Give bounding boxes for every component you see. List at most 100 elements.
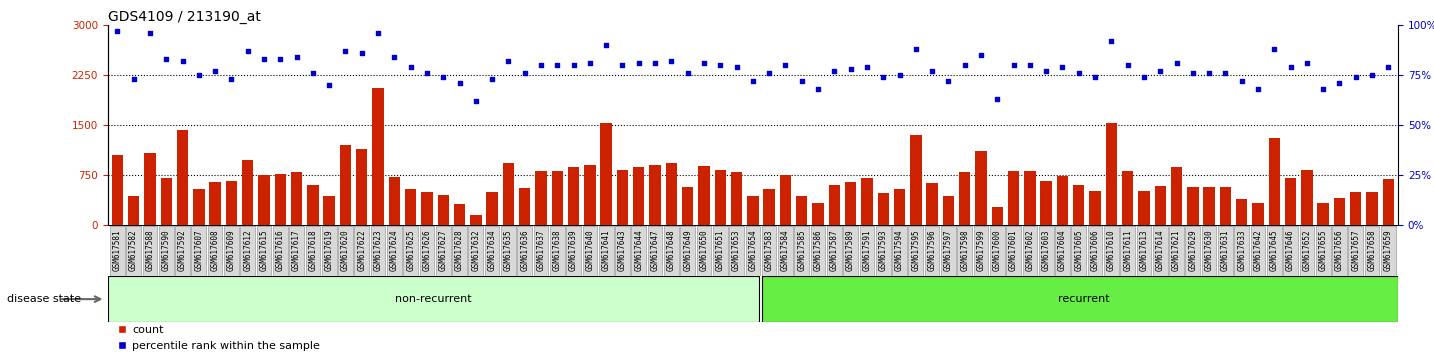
FancyBboxPatch shape xyxy=(436,226,450,276)
FancyBboxPatch shape xyxy=(566,226,581,276)
FancyBboxPatch shape xyxy=(1250,226,1265,276)
Bar xyxy=(108,276,760,322)
Text: GSM617655: GSM617655 xyxy=(1319,230,1328,271)
Bar xyxy=(942,196,954,225)
Bar xyxy=(373,88,384,225)
Text: GSM617592: GSM617592 xyxy=(178,230,186,271)
Text: GSM617593: GSM617593 xyxy=(879,230,888,271)
Text: GSM617583: GSM617583 xyxy=(764,230,774,271)
FancyBboxPatch shape xyxy=(126,226,141,276)
Point xyxy=(498,58,521,64)
Text: GSM617657: GSM617657 xyxy=(1351,230,1361,271)
FancyBboxPatch shape xyxy=(485,226,499,276)
Bar xyxy=(862,178,873,225)
FancyBboxPatch shape xyxy=(175,226,189,276)
Text: GSM617652: GSM617652 xyxy=(1302,230,1312,271)
Text: GSM617586: GSM617586 xyxy=(813,230,823,271)
Text: GSM617621: GSM617621 xyxy=(1172,230,1182,271)
Bar xyxy=(242,160,254,225)
Point xyxy=(285,54,308,59)
FancyBboxPatch shape xyxy=(371,226,386,276)
Bar xyxy=(1057,176,1068,225)
Point xyxy=(122,76,145,82)
Point xyxy=(757,70,780,76)
FancyBboxPatch shape xyxy=(1088,226,1103,276)
FancyBboxPatch shape xyxy=(1332,226,1347,276)
Text: GSM617619: GSM617619 xyxy=(324,230,334,271)
Text: GSM617656: GSM617656 xyxy=(1335,230,1344,271)
Point xyxy=(1035,68,1058,74)
FancyBboxPatch shape xyxy=(452,226,467,276)
Point xyxy=(399,64,422,70)
Text: GSM617632: GSM617632 xyxy=(472,230,480,271)
Bar xyxy=(128,196,139,225)
Point xyxy=(1116,62,1139,68)
Text: GSM617628: GSM617628 xyxy=(455,230,465,271)
Text: GSM617594: GSM617594 xyxy=(895,230,903,271)
Text: GSM617606: GSM617606 xyxy=(1090,230,1100,271)
FancyBboxPatch shape xyxy=(110,226,125,276)
Text: GSM617613: GSM617613 xyxy=(1140,230,1149,271)
FancyBboxPatch shape xyxy=(974,226,988,276)
Text: GSM617648: GSM617648 xyxy=(667,230,675,271)
FancyBboxPatch shape xyxy=(290,226,304,276)
FancyBboxPatch shape xyxy=(892,226,906,276)
FancyBboxPatch shape xyxy=(925,226,939,276)
Text: GSM617642: GSM617642 xyxy=(1253,230,1262,271)
Point xyxy=(677,70,700,76)
Point xyxy=(1263,46,1286,52)
FancyBboxPatch shape xyxy=(1268,226,1282,276)
Bar xyxy=(274,174,285,225)
Text: GSM617620: GSM617620 xyxy=(341,230,350,271)
Text: GSM617608: GSM617608 xyxy=(211,230,219,271)
Bar xyxy=(519,188,531,225)
Point xyxy=(171,58,194,64)
Bar xyxy=(356,149,367,225)
Point xyxy=(1361,72,1384,78)
Bar xyxy=(340,145,351,225)
FancyBboxPatch shape xyxy=(680,226,695,276)
Bar xyxy=(470,215,482,225)
Bar xyxy=(829,185,840,225)
Point xyxy=(1018,62,1041,68)
Point xyxy=(432,74,455,80)
Point xyxy=(106,28,129,34)
Bar xyxy=(584,165,595,225)
FancyBboxPatch shape xyxy=(827,226,842,276)
Text: GSM617582: GSM617582 xyxy=(129,230,138,271)
Point xyxy=(969,52,992,58)
Bar xyxy=(878,193,889,225)
Point xyxy=(350,50,373,56)
Text: GSM617603: GSM617603 xyxy=(1041,230,1051,271)
Point xyxy=(1295,60,1318,65)
Text: disease state: disease state xyxy=(7,294,82,304)
Text: GSM617604: GSM617604 xyxy=(1058,230,1067,271)
Point xyxy=(839,66,862,72)
Point xyxy=(447,80,470,86)
Point xyxy=(1100,38,1123,44)
FancyBboxPatch shape xyxy=(305,226,320,276)
Text: GSM617653: GSM617653 xyxy=(731,230,741,271)
Bar xyxy=(1121,171,1133,225)
Bar xyxy=(617,170,628,225)
FancyBboxPatch shape xyxy=(1169,226,1184,276)
Point xyxy=(660,58,683,64)
FancyBboxPatch shape xyxy=(746,226,760,276)
FancyBboxPatch shape xyxy=(518,226,532,276)
Point xyxy=(856,64,879,70)
Bar xyxy=(780,175,792,225)
Bar xyxy=(845,182,856,225)
Text: GSM617633: GSM617633 xyxy=(1238,230,1246,271)
Point xyxy=(1328,80,1351,86)
Text: GSM617650: GSM617650 xyxy=(700,230,708,271)
Text: GSM617624: GSM617624 xyxy=(390,230,399,271)
Text: GSM617654: GSM617654 xyxy=(749,230,757,271)
Text: GSM617658: GSM617658 xyxy=(1368,230,1377,271)
FancyBboxPatch shape xyxy=(876,226,891,276)
FancyBboxPatch shape xyxy=(843,226,858,276)
FancyBboxPatch shape xyxy=(272,226,288,276)
Text: GSM617649: GSM617649 xyxy=(683,230,693,271)
Point xyxy=(823,68,846,74)
Bar xyxy=(1187,187,1199,225)
FancyBboxPatch shape xyxy=(1299,226,1314,276)
